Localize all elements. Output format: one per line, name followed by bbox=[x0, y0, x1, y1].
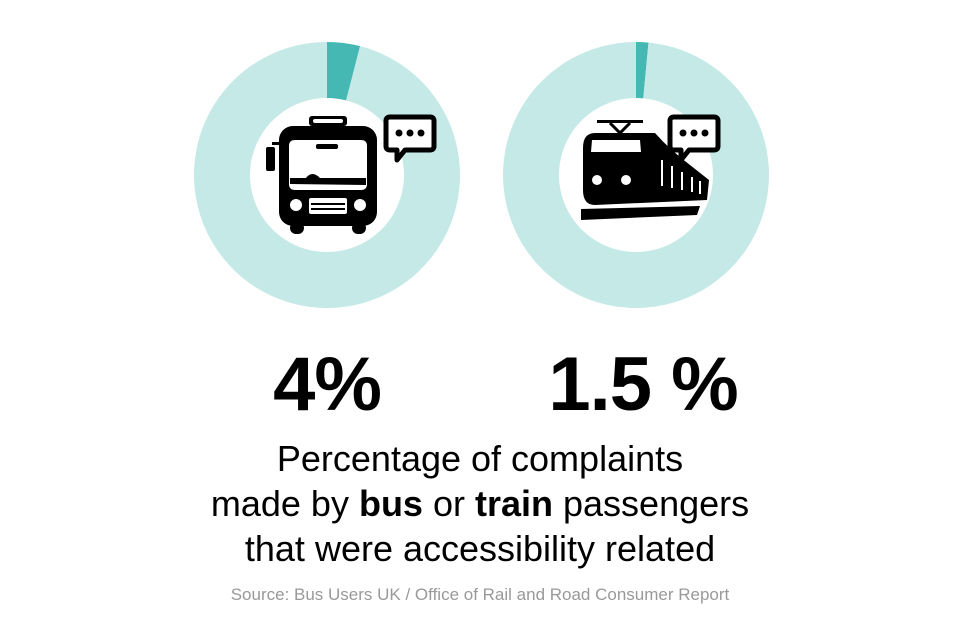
caption-line: Percentage of complaints bbox=[276, 438, 684, 479]
train-icon bbox=[581, 120, 709, 220]
caption-train: train bbox=[474, 483, 553, 524]
speech-bubble-icon bbox=[667, 114, 721, 163]
caption-line: that were accessibility related bbox=[244, 528, 716, 569]
caption-text: made by bbox=[210, 483, 359, 524]
train-percentage-label: 1.5 % bbox=[548, 342, 738, 427]
speech-bubble-icon bbox=[383, 114, 437, 163]
caption-text: or bbox=[422, 483, 475, 524]
caption: Percentage of complaints made by bus or … bbox=[0, 436, 960, 571]
train-donut-slice-other bbox=[502, 42, 769, 308]
bus-donut-slice-accessibility bbox=[327, 42, 361, 101]
caption-text: passengers bbox=[553, 483, 750, 524]
caption-line: made by bus or train passengers bbox=[0, 481, 960, 526]
caption-bus: bus bbox=[358, 483, 423, 524]
bus-percentage-label: 4% bbox=[273, 342, 382, 427]
bus-icon bbox=[266, 116, 377, 234]
source-note: Source: Bus Users UK / Office of Rail an… bbox=[230, 585, 730, 604]
bus-donut-slice-other bbox=[193, 42, 460, 308]
train-donut-slice-accessibility bbox=[636, 42, 649, 99]
